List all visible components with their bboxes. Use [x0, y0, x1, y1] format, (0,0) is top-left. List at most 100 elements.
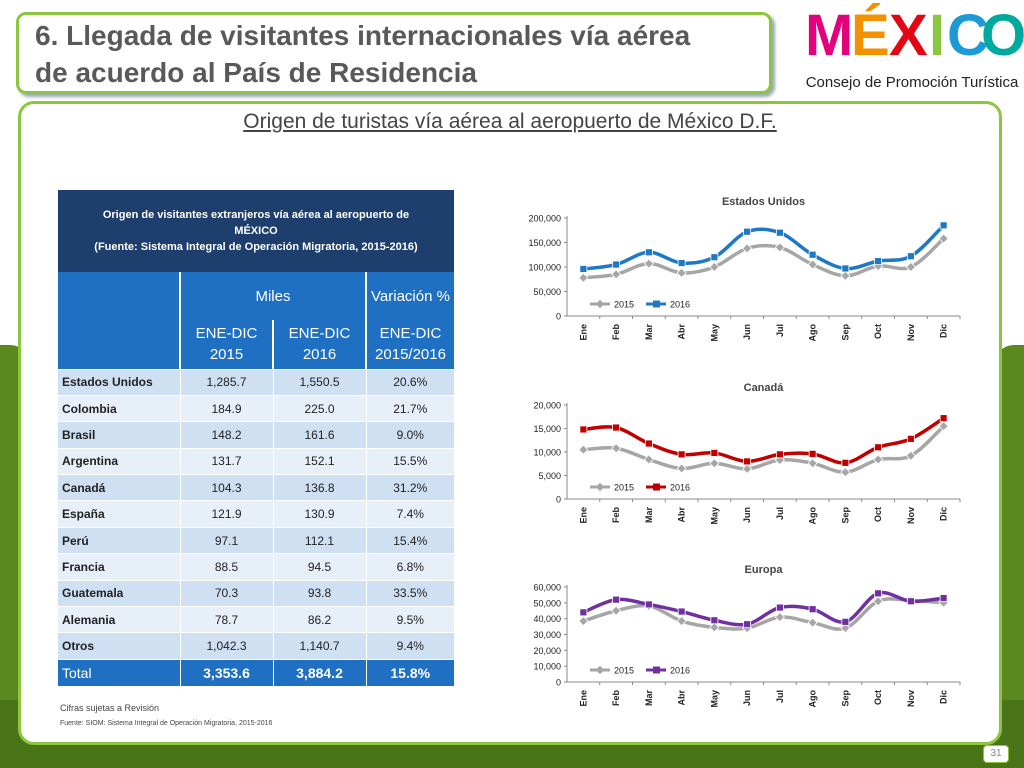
legend-marker	[653, 483, 660, 491]
total-value: 15.8%	[365, 658, 454, 687]
x-tick-label: Abr	[677, 324, 687, 340]
value-cell: 9.0%	[365, 421, 454, 449]
data-point	[807, 259, 818, 270]
x-tick-label: Nov	[906, 690, 916, 707]
data-point	[612, 423, 621, 432]
data-point	[874, 443, 883, 452]
legend-marker	[595, 482, 605, 492]
table-row: Perú 97.1 112.1 15.4%	[58, 526, 454, 554]
country-cell: Colombia	[58, 394, 180, 422]
data-point	[874, 589, 883, 598]
y-tick-label: 40,000	[533, 614, 561, 624]
chart-title: Europa	[745, 564, 784, 576]
chart-estados-unidos: Estados Unidos 0 50,000 100,000 150,000 200,0…	[505, 190, 967, 360]
value-cell: 20.6%	[365, 368, 454, 396]
value-cell: 97.1	[179, 526, 273, 554]
y-tick-label: 15,000	[533, 424, 561, 434]
x-tick-label: Sep	[840, 507, 850, 524]
table-caption: Origen de visitantes extranjeros vía aér…	[58, 190, 454, 272]
data-point	[774, 242, 785, 253]
data-point	[808, 449, 817, 458]
slide-title: 6. Llegada de visitantes internacionales…	[35, 20, 691, 88]
data-point	[676, 615, 687, 627]
table-row: Brasil 148.2 161.6 9.0%	[58, 421, 454, 449]
legend-label: 2016	[670, 483, 690, 493]
y-tick-label: 200,000	[528, 214, 561, 224]
data-point	[710, 253, 719, 262]
data-point	[938, 421, 949, 432]
logo-letter: I	[929, 3, 946, 68]
data-point	[677, 607, 686, 616]
data-point	[808, 250, 817, 259]
visitors-table: Origen de visitantes extranjeros vía aér…	[58, 190, 454, 687]
data-point	[742, 463, 753, 475]
legend-label: 2015	[614, 483, 634, 493]
table-row: Guatemala 70.3 93.8 33.5%	[58, 579, 454, 607]
y-tick-label: 30,000	[533, 630, 561, 640]
total-value: 3,353.6	[179, 658, 273, 687]
table-row: Canadá 104.3 136.8 31.2%	[58, 474, 454, 501]
table-row: Argentina 131.7 152.1 15.5%	[58, 447, 454, 475]
data-point	[677, 450, 686, 459]
x-tick-label: Feb	[611, 690, 621, 707]
data-point	[840, 467, 851, 478]
data-point	[611, 605, 622, 616]
x-tick-label: Sep	[840, 690, 850, 707]
data-point	[579, 425, 588, 434]
x-tick-label: Ene	[578, 324, 588, 341]
x-tick-label: Sep	[840, 324, 850, 341]
logo-letter: C	[947, 3, 989, 68]
data-point	[578, 444, 589, 455]
data-point	[611, 269, 622, 280]
x-tick-label: Oct	[873, 507, 883, 522]
value-cell: 88.5	[179, 553, 273, 581]
x-tick-label: Jun	[742, 324, 752, 340]
col-header-2015: ENE-DIC 2015	[179, 320, 273, 369]
x-tick-label: Mar	[644, 324, 654, 341]
series-line-2015	[583, 237, 945, 280]
value-cell: 7.4%	[365, 500, 454, 528]
x-tick-label: Mar	[644, 690, 654, 707]
group-header-variacion: Variación %	[365, 272, 454, 320]
y-tick-label: 20,000	[533, 646, 561, 656]
table-row: Otros 1,042.3 1,140.7 9.4%	[58, 632, 454, 660]
table-corner-cell	[58, 320, 180, 369]
legend-marker	[595, 665, 605, 675]
country-cell: Argentina	[58, 447, 180, 475]
x-tick-label: Jul	[775, 690, 785, 703]
chart-europa: Europa 0 10,000 20,000 30,000 40,000 50,000 60,…	[505, 560, 967, 720]
data-point	[612, 595, 621, 604]
x-tick-label: Dic	[939, 324, 949, 338]
page-number: 31	[983, 745, 1009, 763]
data-point	[677, 259, 686, 267]
data-point	[905, 450, 916, 461]
y-tick-label: 100,000	[528, 263, 561, 273]
data-point	[774, 611, 785, 623]
value-cell: 130.9	[272, 500, 366, 528]
data-point	[644, 439, 653, 448]
x-tick-label: Jun	[742, 507, 752, 523]
data-point	[938, 233, 949, 244]
data-point	[710, 449, 719, 457]
x-tick-label: Abr	[677, 690, 687, 706]
value-cell: 94.5	[272, 553, 366, 581]
col-header-variation: ENE-DIC 2015/2016	[365, 320, 454, 369]
x-tick-label: Ago	[808, 690, 818, 708]
data-point	[643, 454, 654, 465]
value-cell: 1,285.7	[179, 368, 273, 396]
data-point	[644, 600, 653, 609]
value-cell: 1,140.7	[272, 632, 366, 660]
legend-marker	[653, 300, 660, 308]
y-tick-label: 10,000	[533, 448, 561, 458]
value-cell: 131.7	[179, 447, 273, 475]
value-cell: 104.3	[179, 474, 273, 501]
col-header-2016: ENE-DIC 2016	[272, 320, 366, 369]
logo-letter: É	[851, 3, 890, 68]
value-cell: 6.8%	[365, 553, 454, 581]
y-tick-label: 50,000	[533, 287, 561, 297]
country-cell: Otros	[58, 632, 180, 660]
y-tick-label: 0	[556, 678, 561, 688]
legend-label: 2016	[670, 666, 690, 676]
data-point	[840, 270, 851, 281]
legend-marker	[595, 299, 605, 309]
